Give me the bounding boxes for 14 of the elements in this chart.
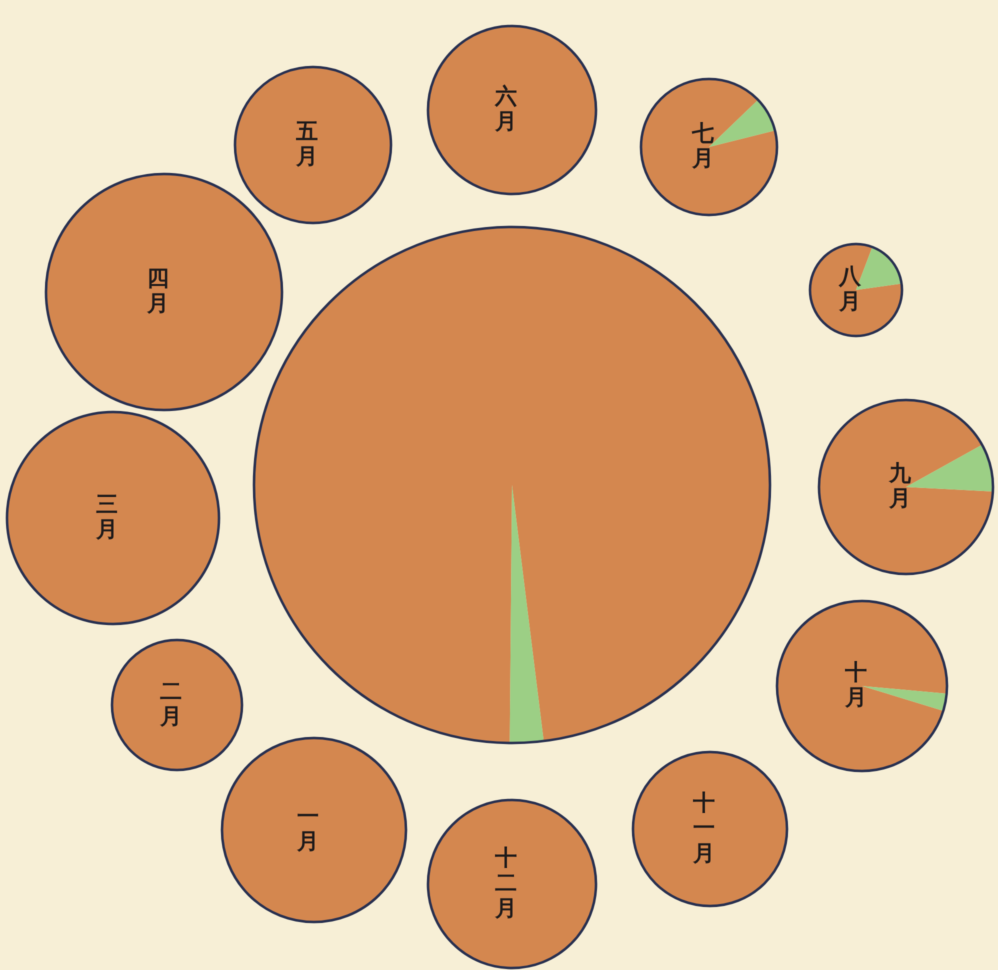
text: 十月 xyxy=(844,659,867,711)
text: 一月 xyxy=(296,803,319,855)
text: 五月 xyxy=(295,118,318,170)
text: 二月 xyxy=(159,678,182,730)
pie-slice xyxy=(862,686,947,711)
text: 四月 xyxy=(146,265,169,317)
text: 七月 xyxy=(691,120,714,172)
text: 三月 xyxy=(95,491,118,543)
text: 九月 xyxy=(888,460,912,512)
text: 十一月 xyxy=(692,790,715,866)
text: 十二月 xyxy=(494,844,517,922)
pie-slice xyxy=(510,485,544,743)
text: 六月 xyxy=(494,83,517,135)
text: 八月 xyxy=(838,263,862,315)
